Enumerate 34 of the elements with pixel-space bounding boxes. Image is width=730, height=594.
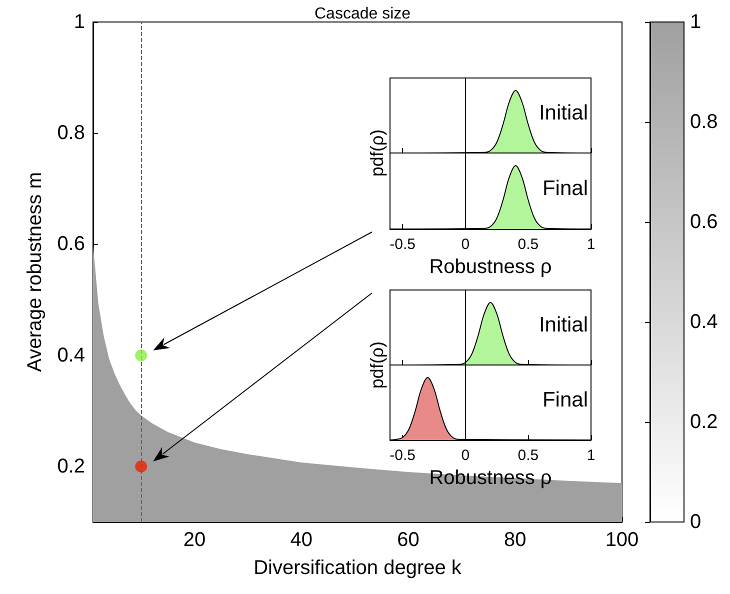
x-tick-label: 0.5 [518,447,539,464]
y-axis-title: pdf(ρ) [367,341,387,389]
x-tick-label: 1 [586,236,596,253]
x-tick-label: 40 [290,529,313,551]
x-tick-label: -0.5 [390,236,416,253]
color-bar-label: 0.6 [690,211,718,233]
y-tick-label: 0.4 [57,344,85,366]
color-bar-label: 0.4 [690,311,718,333]
x-tick-label: 0 [461,447,470,464]
color-bar-label: 0 [690,511,702,533]
x-tick-label: 0.5 [518,236,539,253]
x-tick-label: 80 [504,529,526,551]
annotation: Final [542,177,588,200]
color-bar-label: 0.8 [690,111,718,133]
y-tick-label: 0.2 [57,455,85,478]
x-axis-title: Robustness ρ [429,256,552,278]
y-tick-label: 0.6 [57,233,85,256]
color-bar-label: 0.2 [690,411,718,433]
x-tick-label: 20 [183,529,206,551]
chart-title: Cascade size [314,6,411,22]
x-tick-label: -0.5 [390,447,416,464]
x-axis-title: Diversification degree k [254,557,462,579]
annotation: Initial [538,102,588,124]
y-axis-title: Average robustness m [24,172,46,372]
x-tick-label: 60 [397,529,420,551]
y-tick-label: 0.8 [57,122,85,144]
y-axis-title: pdf(ρ) [367,129,387,177]
y-tick-label: 1 [74,11,85,33]
x-tick-label: 100 [605,529,639,551]
annotation: Initial [538,314,588,336]
annotation: Final [542,388,588,412]
x-tick-label: 1 [586,447,596,464]
color-bar-label: 1 [690,11,702,33]
x-tick-label: 0 [461,236,470,253]
